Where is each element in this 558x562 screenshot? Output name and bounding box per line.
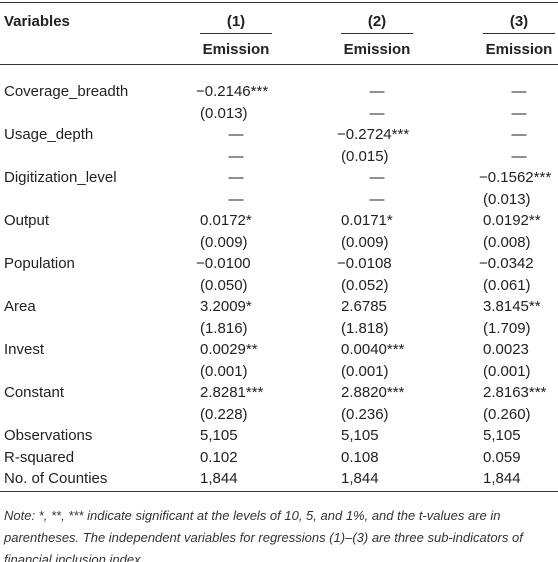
standard-error: (0.050) — [200, 276, 248, 294]
standard-error: (0.013) — [200, 104, 248, 122]
column-rule — [200, 33, 272, 34]
standard-error: (0.001) — [341, 362, 389, 380]
statistic-label: R-squared — [4, 448, 75, 466]
bottom-rule — [0, 491, 558, 492]
variable-label: Population — [4, 255, 75, 272]
coefficient: 2.8281*** — [200, 384, 264, 401]
standard-error: — — [369, 104, 385, 122]
coefficient: −0.0342 — [479, 255, 534, 272]
statistic-value: 5,105 — [341, 427, 379, 444]
coefficient: −0.0100 — [196, 255, 251, 272]
statistic-value: 1,844 — [483, 470, 521, 487]
standard-error: (0.260) — [483, 405, 531, 423]
coefficient: 0.0029** — [200, 341, 258, 358]
variable-label: Usage_depth — [4, 126, 94, 143]
coefficient: −0.1562*** — [479, 169, 552, 186]
standard-error: — — [228, 147, 244, 165]
standard-error: (0.015) — [341, 147, 389, 165]
table-note: Note: *, **, *** indicate significant at… — [4, 508, 523, 562]
variable-label: Area — [4, 298, 36, 315]
standard-error: (0.001) — [200, 362, 248, 380]
coefficient: — — [228, 126, 244, 143]
column-number: (1) — [226, 13, 246, 30]
statistic-label: No. of Counties — [4, 470, 108, 487]
variable-label: Coverage_breadth — [4, 83, 129, 100]
coefficient: — — [511, 83, 527, 100]
coefficient: 3.2009* — [200, 298, 252, 315]
coefficient: 0.0192** — [483, 212, 541, 229]
statistic-value: 0.059 — [483, 448, 521, 466]
statistic-label: Observations — [4, 427, 93, 444]
header-rule — [0, 64, 558, 65]
standard-error: (0.013) — [483, 190, 531, 208]
standard-error: (0.009) — [341, 233, 389, 251]
statistic-value: 0.108 — [341, 448, 379, 466]
column-rule — [483, 33, 555, 34]
coefficient: — — [228, 169, 244, 186]
statistic-value: 5,105 — [200, 427, 238, 444]
column-number: (2) — [367, 13, 387, 30]
coefficient: — — [511, 126, 527, 143]
variable-label: Output — [4, 212, 50, 229]
coefficient: −0.2724*** — [337, 126, 410, 143]
coefficient: 0.0023 — [483, 341, 529, 358]
statistic-value: 0.102 — [200, 448, 238, 466]
standard-error: — — [228, 190, 244, 208]
standard-error: (0.228) — [200, 405, 248, 423]
standard-error: (0.009) — [200, 233, 248, 251]
variables-header: Variables — [4, 13, 70, 30]
coefficient: 0.0040*** — [341, 341, 405, 358]
coefficient: −0.2146*** — [196, 83, 269, 100]
dependent-variable: Emission — [202, 41, 270, 58]
standard-error: (0.008) — [483, 233, 531, 251]
standard-error: — — [369, 190, 385, 208]
coefficient: — — [369, 83, 385, 100]
variable-label: Digitization_level — [4, 169, 117, 186]
dependent-variable: Emission — [485, 41, 553, 58]
coefficient: −0.0108 — [337, 255, 392, 272]
top-rule — [0, 2, 558, 3]
coefficient: 2.8820*** — [341, 384, 405, 401]
statistic-value: 1,844 — [341, 470, 379, 487]
coefficient: — — [369, 169, 385, 186]
coefficient: 2.6785 — [341, 298, 387, 315]
column-number: (3) — [509, 13, 529, 30]
standard-error: — — [511, 147, 527, 165]
variable-label: Invest — [4, 341, 45, 358]
standard-error: (0.001) — [483, 362, 531, 380]
dependent-variable: Emission — [343, 41, 411, 58]
standard-error: — — [511, 104, 527, 122]
statistic-value: 5,105 — [483, 427, 521, 444]
standard-error: (1.709) — [483, 319, 531, 337]
statistic-value: 1,844 — [200, 470, 238, 487]
coefficient: 2.8163*** — [483, 384, 547, 401]
variable-label: Constant — [4, 384, 65, 401]
column-rule — [341, 33, 413, 34]
coefficient: 0.0172* — [200, 212, 252, 229]
standard-error: (0.061) — [483, 276, 531, 294]
coefficient: 0.0171* — [341, 212, 393, 229]
coefficient: 3.8145** — [483, 298, 541, 315]
standard-error: (0.236) — [341, 405, 389, 423]
standard-error: (0.052) — [341, 276, 389, 294]
standard-error: (1.818) — [341, 319, 389, 337]
standard-error: (1.816) — [200, 319, 248, 337]
